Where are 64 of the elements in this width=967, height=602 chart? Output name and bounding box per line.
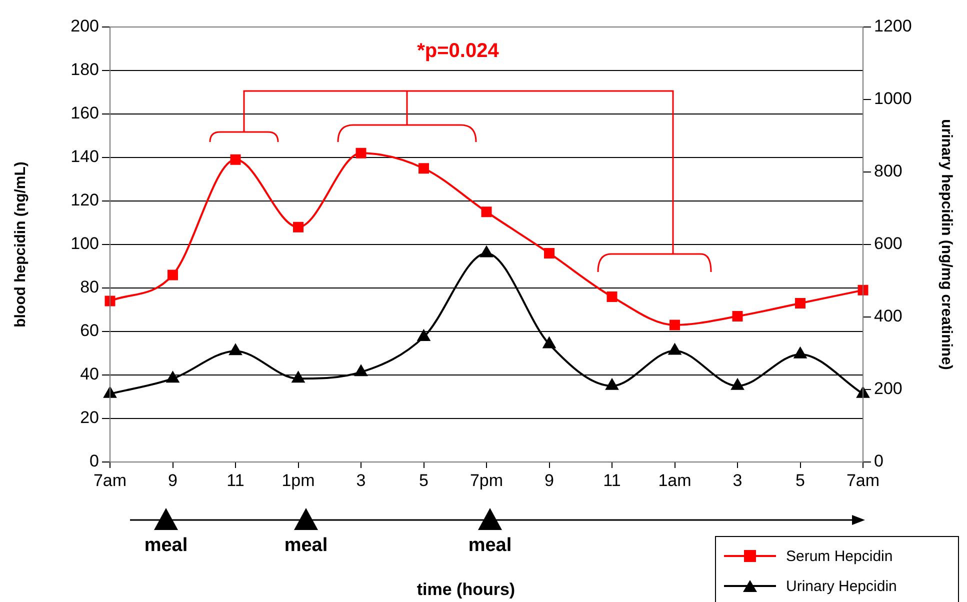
point bbox=[166, 372, 179, 383]
y-tick-label: 20 bbox=[80, 408, 99, 428]
x-tick-label: 3 bbox=[356, 470, 366, 490]
x-tick-label: 7am bbox=[846, 470, 880, 490]
point bbox=[480, 246, 493, 258]
text: meal bbox=[143, 535, 189, 557]
y-tick-label: 120 bbox=[70, 190, 99, 210]
y2-axis-title: urinary hepcidin (ng/mg creatinine) bbox=[938, 119, 955, 370]
y-tick-label: 80 bbox=[80, 278, 99, 297]
text: time (hours) bbox=[416, 580, 516, 600]
y2-tick-label: 400 bbox=[874, 306, 902, 326]
point bbox=[606, 291, 618, 302]
y2-tick-label: 600 bbox=[874, 234, 902, 254]
y2-tick-label: 1000 bbox=[874, 89, 912, 108]
text: meal bbox=[467, 535, 513, 557]
y2-tick-label: 1200 bbox=[874, 16, 912, 36]
y-tick-label: 40 bbox=[80, 364, 99, 384]
x-tick-label: 9 bbox=[168, 470, 178, 490]
x-tick-label: 1pm bbox=[282, 470, 315, 490]
point bbox=[544, 248, 554, 258]
legend-label: Serum Hepcidin bbox=[786, 548, 893, 564]
y2-tick-label: 800 bbox=[874, 162, 902, 181]
y2-tick-label: 200 bbox=[874, 379, 902, 398]
point bbox=[670, 320, 680, 330]
y-tick-label: 200 bbox=[70, 16, 99, 36]
point bbox=[356, 148, 366, 158]
text: meal bbox=[283, 535, 329, 557]
point bbox=[731, 378, 744, 390]
x-tick-label: 1am bbox=[658, 470, 692, 490]
y-tick-label: 100 bbox=[70, 234, 99, 254]
point bbox=[481, 206, 492, 218]
y-tick-label: 60 bbox=[80, 321, 99, 340]
y-tick-label: 0 bbox=[90, 452, 99, 471]
point bbox=[168, 270, 178, 280]
point bbox=[606, 378, 618, 390]
x-tick-label: 11 bbox=[226, 470, 244, 490]
point bbox=[732, 311, 743, 322]
point bbox=[794, 347, 806, 358]
x-tick-label: 3 bbox=[732, 470, 742, 490]
point bbox=[543, 337, 556, 348]
point bbox=[856, 386, 870, 398]
x-tick-label: 5 bbox=[419, 470, 428, 490]
legend-label: Urinary Hepcidin bbox=[786, 578, 897, 594]
annotation: *p=0.024 bbox=[416, 40, 500, 63]
x-tick-label: 7pm bbox=[470, 470, 504, 490]
point bbox=[293, 222, 304, 232]
point bbox=[418, 163, 429, 174]
x-tick-label: 7am bbox=[93, 470, 127, 490]
x-tick-label: 9 bbox=[544, 470, 554, 490]
y-tick-label: 180 bbox=[70, 60, 99, 80]
y-tick-label: 160 bbox=[70, 104, 99, 123]
y-axis-title: blood hepcidin (ng/mL) bbox=[12, 162, 30, 328]
point bbox=[292, 372, 304, 383]
point bbox=[418, 330, 430, 341]
point bbox=[795, 298, 806, 308]
point bbox=[230, 154, 241, 165]
point bbox=[668, 344, 681, 355]
point bbox=[229, 344, 242, 356]
point bbox=[354, 365, 368, 376]
y-tick-label: 140 bbox=[70, 147, 99, 166]
x-tick-label: 11 bbox=[603, 470, 621, 490]
y2-tick-label: 0 bbox=[874, 452, 884, 471]
point bbox=[104, 386, 116, 398]
x-tick-label: 5 bbox=[796, 470, 805, 490]
